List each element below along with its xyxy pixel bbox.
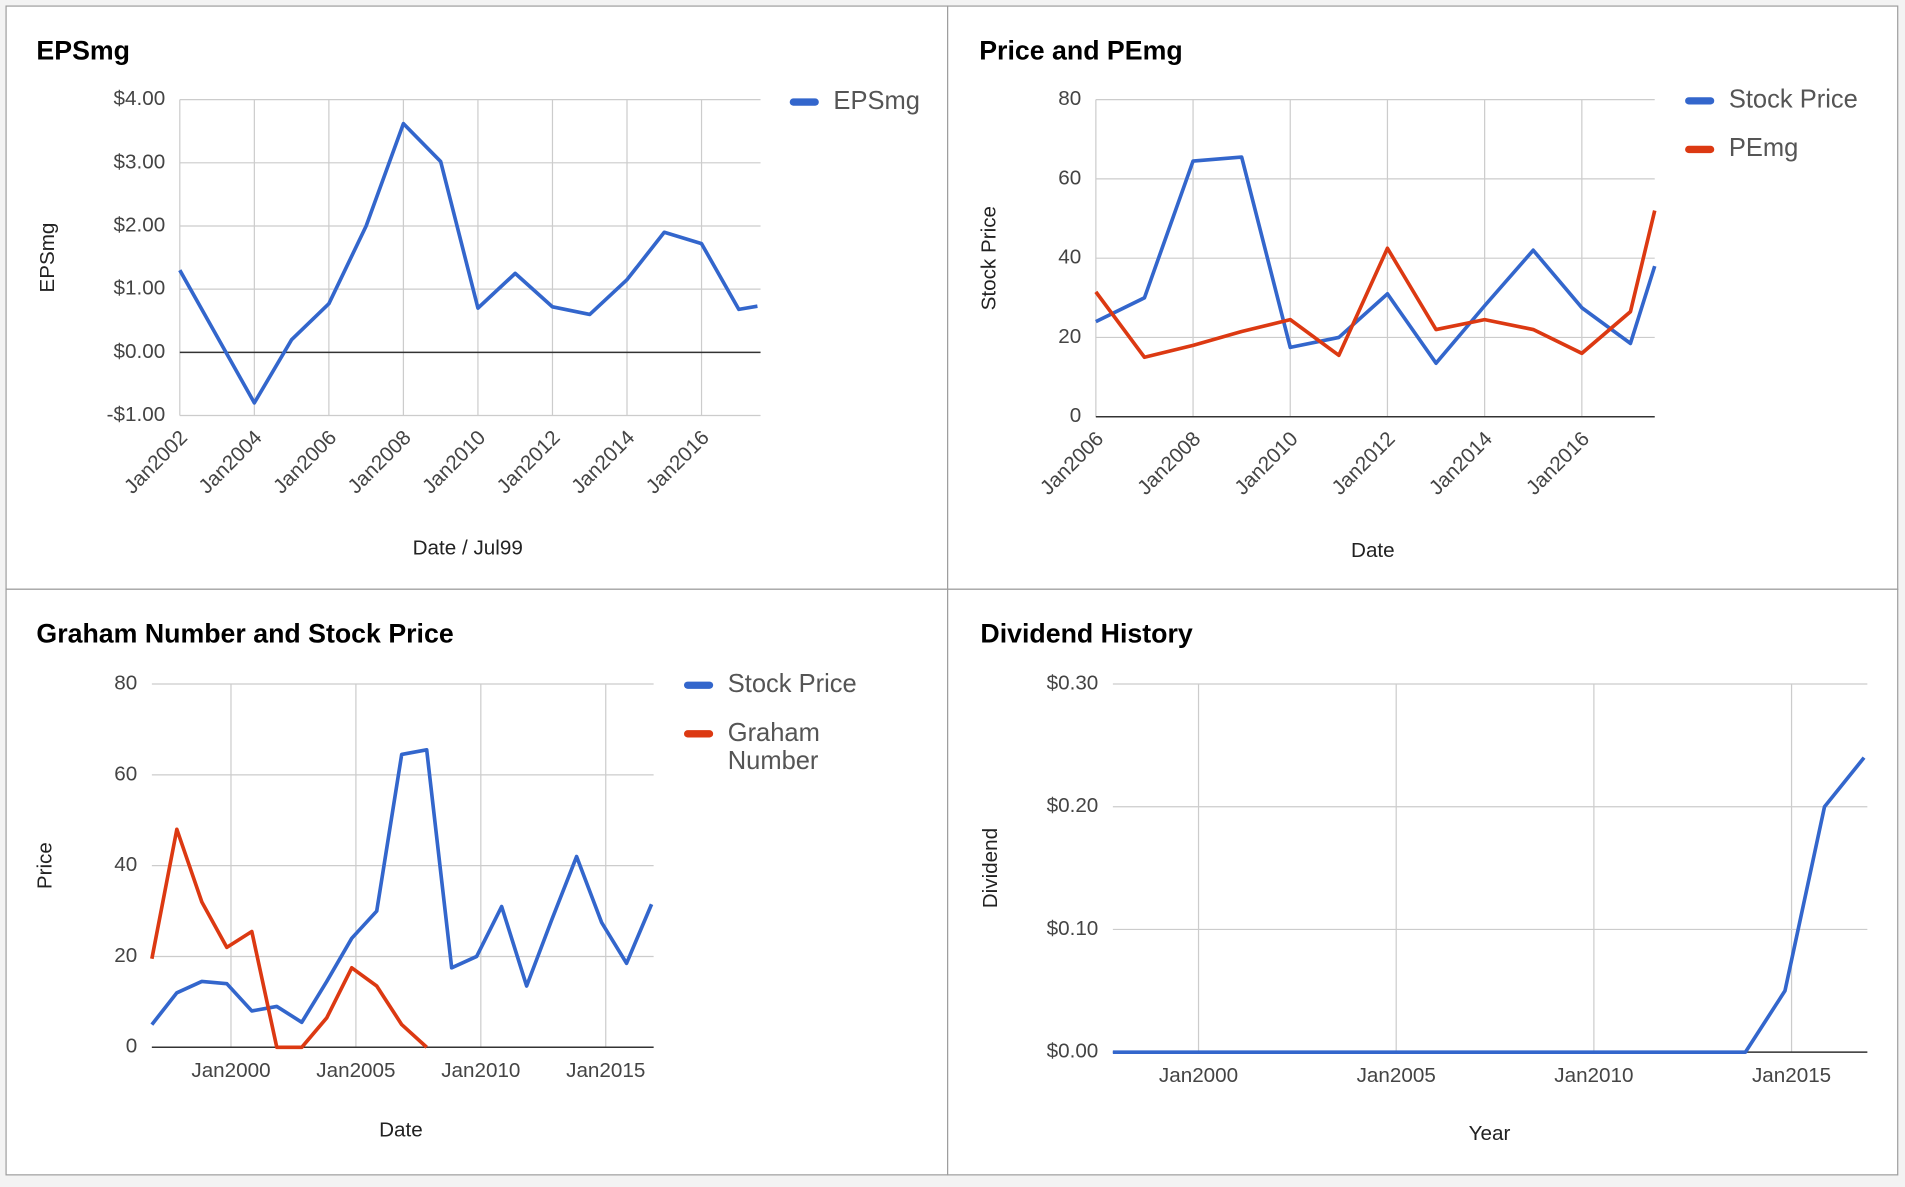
y-tick-label: $4.00 (114, 87, 166, 110)
panel (947, 5, 1899, 590)
chart-title: Dividend History (980, 618, 1192, 648)
chart-title: EPSmg (36, 35, 130, 65)
panel (947, 588, 1899, 1176)
y-tick-label: $3.00 (114, 150, 166, 173)
y-tick-label: 40 (114, 853, 137, 876)
y-tick-label: $0.00 (1047, 1040, 1099, 1063)
x-tick-label: Jan2005 (316, 1059, 395, 1082)
y-tick-label: -$1.00 (107, 403, 166, 426)
series-line (1112, 756, 1866, 1054)
y-tick-label: $0.10 (1047, 917, 1099, 940)
y-axis-title: EPSmg (36, 223, 59, 293)
chart-title: Price and PEmg (979, 35, 1182, 65)
y-tick-label: $0.20 (1047, 794, 1099, 817)
y-tick-label: 60 (1058, 166, 1081, 189)
x-axis-title: Date (379, 1119, 423, 1142)
x-tick-label: Jan2015 (1752, 1064, 1831, 1087)
y-tick-label: 0 (1070, 404, 1081, 427)
chart-title: Graham Number and Stock Price (36, 618, 453, 648)
legend-label: Stock Price (728, 670, 857, 698)
y-axis-title: Price (34, 842, 57, 889)
y-tick-label: 80 (1058, 87, 1081, 110)
x-tick-label: Jan2010 (441, 1059, 520, 1082)
y-tick-label: 20 (1058, 325, 1081, 348)
x-tick-label: Jan2010 (1554, 1064, 1633, 1087)
series-line (150, 827, 428, 1050)
y-tick-label: $2.00 (114, 213, 166, 236)
series-line (1095, 155, 1657, 366)
x-axis-title: Date / Jul99 (413, 537, 523, 560)
y-axis-title: Dividend (979, 828, 1002, 908)
legend-label: Stock Price (1729, 86, 1858, 114)
y-tick-label: 20 (114, 944, 137, 967)
x-tick-label: Jan2005 (1357, 1064, 1436, 1087)
y-tick-label: $0.00 (114, 340, 166, 363)
panel (5, 588, 949, 1176)
series-line (150, 748, 654, 1026)
legend-label: PEmg (1729, 134, 1798, 162)
legend-label: EPSmg (833, 87, 919, 115)
series-line (1094, 210, 1657, 360)
series-line (178, 121, 758, 405)
y-tick-label: $1.00 (114, 277, 166, 300)
y-tick-label: $0.30 (1047, 671, 1099, 694)
x-axis-title: Date (1351, 539, 1395, 562)
x-tick-label: Jan2000 (191, 1059, 270, 1082)
y-tick-label: 0 (126, 1035, 137, 1058)
x-tick-label: Jan2000 (1159, 1064, 1238, 1087)
x-tick-label: Jan2015 (566, 1059, 645, 1082)
y-tick-label: 40 (1058, 246, 1081, 269)
y-axis-title: Stock Price (978, 206, 1001, 310)
y-tick-label: 60 (114, 762, 137, 785)
x-axis-title: Year (1469, 1122, 1511, 1145)
legend-label: Graham Number (728, 719, 820, 775)
y-tick-label: 80 (114, 671, 137, 694)
